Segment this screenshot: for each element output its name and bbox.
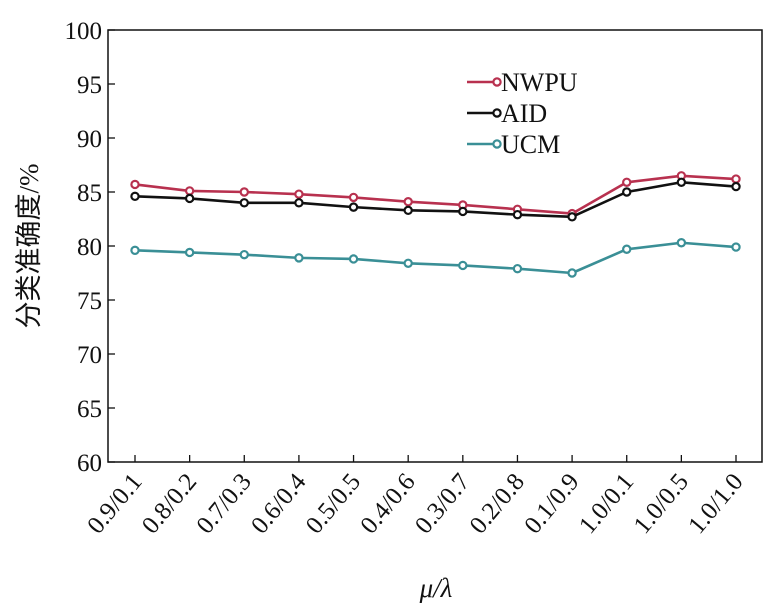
y-tick-label: 90 [77, 126, 102, 153]
data-point-nwpu [130, 179, 140, 190]
y-tick-label: 85 [77, 180, 102, 207]
data-point-aid [184, 193, 195, 204]
data-point-ucm [348, 254, 359, 264]
data-point-nwpu [403, 197, 413, 207]
legend-marker-ucm [492, 139, 502, 149]
data-point-ucm [294, 253, 304, 263]
legend-label-aid: AID [501, 99, 547, 128]
data-point-ucm [622, 244, 632, 254]
data-point-nwpu [731, 174, 741, 184]
data-point-ucm [731, 242, 741, 252]
x-axis: 0.9/0.10.8/0.20.7/0.30.6/0.40.5/0.50.4/0… [82, 455, 749, 540]
data-point-ucm [130, 245, 140, 256]
data-point-ucm [239, 249, 249, 260]
data-point-aid [731, 181, 741, 192]
x-tick-label: 0.7/0.3 [192, 469, 257, 540]
x-tick-label: 0.5/0.5 [301, 469, 366, 540]
data-point-aid [622, 187, 632, 197]
data-point-aid [294, 198, 304, 208]
x-tick-label: 0.8/0.2 [137, 469, 202, 540]
data-point-nwpu [239, 187, 249, 197]
series-line-nwpu [134, 174, 737, 215]
y-tick-label: 100 [65, 18, 103, 45]
y-tick-label: 65 [77, 396, 102, 423]
x-tick-label: 1.0/0.1 [574, 469, 639, 540]
y-tick-label: 60 [77, 450, 102, 477]
x-tick-label: 1.0/1.0 [683, 469, 748, 540]
y-tick-label: 80 [77, 234, 102, 261]
y-axis: 60 65 70 75 80 85 90 95 100 [65, 18, 115, 477]
x-tick-label: 0.4/0.6 [355, 469, 420, 540]
data-point-ucm [676, 238, 687, 248]
data-point-nwpu [348, 192, 359, 203]
y-tick-label: 75 [77, 288, 102, 315]
series-line-ucm [134, 241, 737, 275]
x-tick-label: 0.9/0.1 [82, 469, 147, 540]
x-tick-label: 0.1/0.9 [519, 469, 584, 540]
data-point-aid [676, 177, 687, 187]
y-axis-title: 分类准确度/% [14, 164, 44, 329]
data-point-nwpu [622, 177, 632, 187]
data-point-ucm [512, 263, 523, 274]
legend-marker-nwpu [492, 77, 502, 87]
data-point-aid [567, 212, 577, 222]
data-point-ucm [403, 258, 413, 268]
x-tick-label: 1.0/0.5 [629, 469, 694, 540]
data-point-ucm [458, 260, 468, 271]
x-axis-title: μ/λ [419, 573, 453, 603]
x-tick-label: 0.6/0.4 [246, 468, 312, 539]
data-point-ucm [184, 247, 195, 258]
series-layer [130, 171, 741, 278]
data-point-aid [403, 205, 413, 216]
x-tick-label: 0.2/0.8 [465, 469, 530, 540]
y-tick-label: 70 [77, 342, 102, 369]
data-point-aid [130, 191, 140, 202]
data-point-aid [512, 209, 523, 220]
legend-marker-aid [492, 108, 502, 118]
legend-label-ucm: UCM [501, 130, 560, 159]
data-point-ucm [567, 268, 577, 278]
data-point-nwpu [294, 189, 304, 199]
legend-label-nwpu: NWPU [501, 68, 578, 97]
series-line-aid [134, 180, 737, 219]
data-point-aid [239, 198, 249, 208]
x-tick-label: 0.3/0.7 [410, 469, 475, 540]
data-point-aid [348, 202, 359, 212]
data-point-nwpu [184, 186, 195, 196]
y-tick-label: 95 [77, 72, 102, 99]
data-point-aid [458, 206, 468, 217]
